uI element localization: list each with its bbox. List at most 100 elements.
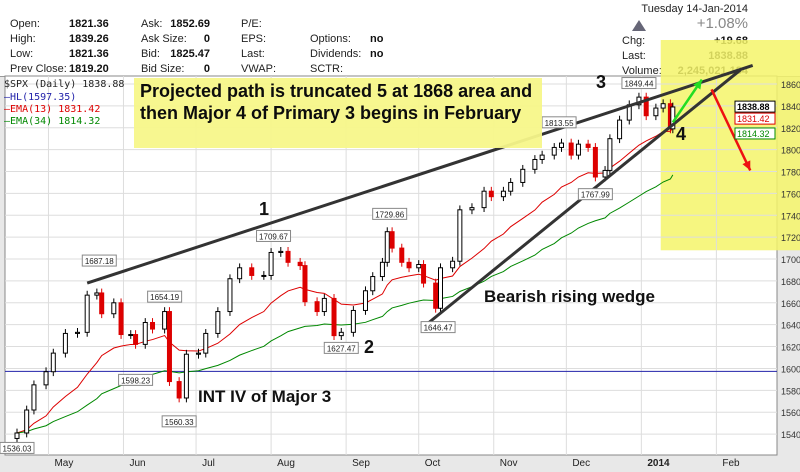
arrowhead-icon (693, 79, 702, 90)
candle-body (215, 311, 221, 334)
candle-body (261, 274, 267, 277)
book-value: 1852.69 (170, 18, 210, 30)
y-tick-label: 1540 (781, 430, 800, 440)
x-tick-label: 2014 (647, 458, 670, 469)
candle (643, 92, 649, 121)
projection-arrow (710, 88, 752, 171)
candle (568, 138, 574, 160)
quote-label: High: (10, 33, 36, 45)
candle (302, 261, 308, 307)
candle (331, 294, 337, 340)
candle (389, 227, 395, 253)
candle (481, 186, 487, 212)
price-label: 1849.44 (624, 80, 653, 89)
candle-body (481, 190, 487, 209)
candle (370, 272, 376, 296)
candle (111, 298, 117, 319)
y-tick-label: 1820 (781, 124, 800, 134)
candle-body (362, 290, 368, 311)
candle (653, 103, 659, 121)
candle (551, 143, 557, 160)
candle-body (99, 292, 105, 315)
candle (162, 307, 168, 334)
candle-body (162, 311, 168, 330)
candle-body (203, 332, 209, 354)
candle-body (643, 96, 649, 117)
ema13-line (16, 127, 674, 434)
candle (118, 298, 124, 339)
candle-body (469, 207, 475, 211)
legend-hl-text: HL(1597.35) (10, 92, 77, 103)
candle-body (585, 143, 591, 148)
quote-label: Low: (10, 48, 34, 60)
candle-body (249, 267, 255, 276)
book-value: 0 (203, 33, 210, 45)
x-tick-label: May (54, 458, 73, 469)
candle (508, 178, 514, 196)
x-tick-label: Jul (202, 458, 215, 469)
price-label: 1729.86 (375, 210, 404, 219)
flag-label: Options: (310, 33, 351, 45)
price-label: 1687.18 (85, 257, 114, 266)
price-label: 1536.03 (3, 444, 32, 453)
candle (203, 329, 209, 358)
book-value: 1825.47 (170, 48, 210, 60)
candle-body (62, 332, 68, 354)
candle (438, 263, 443, 313)
quote-label: Open: (10, 18, 40, 30)
candle-body (551, 146, 557, 156)
y-tick-label: 1780 (781, 168, 800, 178)
candle-body (575, 143, 581, 156)
legend-symbol: $SPX (Daily) 1838.88 (4, 79, 125, 90)
candle (362, 286, 368, 315)
price-label: 1560.33 (165, 418, 194, 427)
wedge-label: Bearish rising wedge (484, 287, 655, 306)
candle-body (416, 264, 422, 269)
candle (261, 271, 267, 280)
candle (399, 243, 405, 267)
candle (75, 327, 80, 338)
flag-label: Dividends: (310, 48, 362, 60)
fund-label: P/E: (241, 18, 262, 30)
candle (268, 248, 274, 280)
price-label: 1654.19 (150, 293, 179, 302)
candle-body (406, 261, 412, 269)
fund-label: VWAP: (241, 63, 277, 75)
last-ema34-tag: 1814.32 (737, 129, 770, 139)
candle (183, 349, 189, 403)
candle-body (421, 264, 427, 284)
candle (500, 186, 506, 202)
price-label-box (541, 116, 577, 129)
fund-label: EPS: (241, 33, 267, 45)
candle-body (592, 146, 598, 178)
candle (379, 257, 385, 281)
candle-body (150, 321, 156, 330)
candle-body (384, 231, 390, 263)
x-tick-label: Aug (277, 458, 295, 469)
candle (450, 256, 456, 273)
candle (128, 330, 134, 339)
candle-body (278, 250, 284, 253)
candle (133, 330, 139, 349)
candle-body (568, 142, 574, 156)
quote-header: Open: 1821.36 High: 1839.26 Low: 1821.36 Prev … (0, 0, 800, 77)
y-tick-label: 1660 (781, 299, 800, 309)
candle-body (166, 311, 172, 383)
candle-body (183, 353, 189, 399)
price-label: 1646.47 (424, 324, 453, 333)
price-label-box (81, 254, 117, 267)
candle-body (118, 302, 124, 336)
candle-body (302, 265, 308, 303)
price-label: 1709.67 (259, 232, 288, 241)
legend-hl: —HL(1597.35) (4, 92, 77, 103)
candle-body (520, 168, 526, 183)
candle-body (111, 302, 117, 315)
candle (532, 155, 538, 174)
candle-body (617, 119, 623, 140)
candle-body (321, 297, 327, 313)
quote-value: 1821.36 (69, 18, 109, 30)
candle-body (75, 331, 80, 334)
candle (617, 115, 623, 144)
candle-body (196, 352, 201, 355)
candle (539, 150, 545, 164)
